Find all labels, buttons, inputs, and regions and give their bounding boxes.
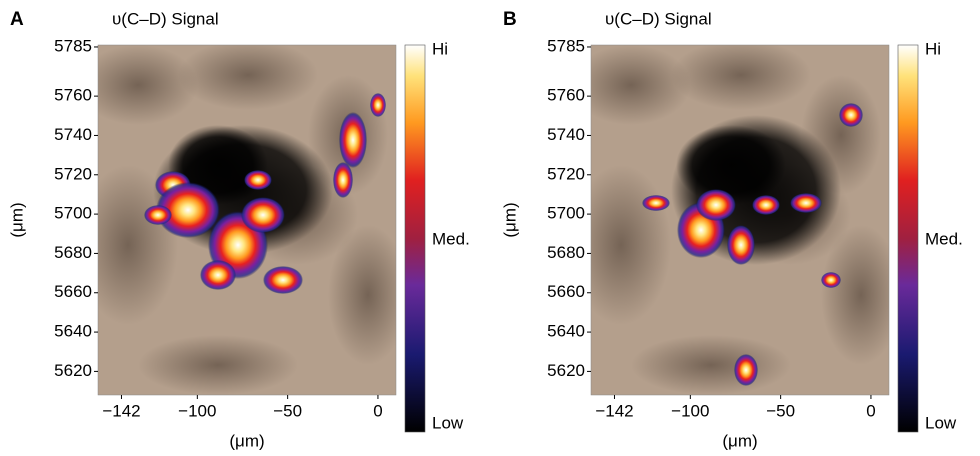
texture	[631, 335, 791, 395]
chart-title: υ(C–D) Signal	[112, 9, 219, 28]
signal-hotspot	[244, 170, 272, 190]
plot-area	[78, 40, 408, 395]
colorbar-label: Hi	[432, 39, 448, 58]
colorbar-label: Med.	[432, 229, 470, 248]
y-tick-label: 5620	[54, 361, 92, 380]
colorbar-label: Low	[432, 413, 464, 432]
signal-hotspot	[696, 189, 736, 221]
x-tick-label: −50	[766, 401, 795, 420]
y-tick-label: 5760	[54, 86, 92, 105]
x-tick-label: −142	[595, 401, 633, 420]
texture	[138, 335, 298, 395]
x-tick-label: 0	[373, 401, 382, 420]
signal-hotspot	[642, 195, 670, 211]
y-tick-label: 5785	[54, 36, 92, 55]
y-tick-label: 5740	[54, 125, 92, 144]
signal-hotspot	[200, 260, 236, 290]
texture	[178, 40, 318, 110]
signal-hotspot	[333, 162, 353, 198]
signal-hotspot	[821, 272, 841, 288]
plot-area	[571, 40, 901, 395]
x-axis-label: (μm)	[722, 431, 757, 450]
signal-hotspot	[790, 193, 822, 213]
colorbar	[405, 45, 425, 432]
signal-hotspot	[734, 354, 758, 386]
x-tick-label: −50	[273, 401, 302, 420]
y-tick-label: 5640	[547, 322, 585, 341]
x-tick-label: 0	[866, 401, 875, 420]
texture	[571, 45, 691, 125]
y-tick-label: 5700	[547, 204, 585, 223]
x-axis-label: (μm)	[229, 431, 264, 450]
y-tick-label: 5660	[547, 282, 585, 301]
signal-hotspot	[339, 112, 367, 168]
dark-cavity	[676, 125, 786, 205]
colorbar-label: Med.	[925, 229, 963, 248]
y-tick-label: 5680	[547, 243, 585, 262]
y-tick-label: 5720	[547, 164, 585, 183]
y-tick-label: 5620	[547, 361, 585, 380]
y-tick-label: 5700	[54, 204, 92, 223]
page: Aυ(C–D) Signal 5620 5640 5660 5680 5700 5720 57…	[0, 0, 980, 456]
figure: Aυ(C–D) Signal 5620 5640 5660 5680 5700 5720 57…	[0, 0, 980, 456]
y-tick-label: 5680	[54, 243, 92, 262]
texture	[671, 40, 811, 110]
y-tick-label: 5640	[54, 322, 92, 341]
y-axis-label: (μm)	[500, 202, 519, 237]
y-tick-label: 5660	[54, 282, 92, 301]
y-axis-label: (μm)	[7, 202, 26, 237]
x-tick-label: −100	[178, 401, 216, 420]
y-tick-label: 5785	[547, 36, 585, 55]
x-tick-label: −100	[671, 401, 709, 420]
y-tick-label: 5720	[54, 164, 92, 183]
texture	[571, 165, 671, 325]
x-tick-label: −142	[102, 401, 140, 420]
signal-hotspot	[727, 225, 755, 265]
panel-label: B	[503, 9, 517, 30]
colorbar-label: Hi	[925, 39, 941, 58]
signal-hotspot	[752, 195, 780, 215]
signal-hotspot	[263, 266, 303, 294]
signal-hotspot	[839, 103, 863, 127]
texture	[78, 45, 198, 125]
y-tick-label: 5740	[547, 125, 585, 144]
panel-label: A	[10, 9, 24, 30]
colorbar	[898, 45, 918, 432]
signal-hotspot	[241, 197, 285, 233]
chart-title: υ(C–D) Signal	[605, 9, 712, 28]
y-tick-label: 5760	[547, 86, 585, 105]
signal-hotspot	[144, 205, 172, 225]
signal-hotspot	[370, 93, 386, 117]
colorbar-label: Low	[925, 413, 957, 432]
